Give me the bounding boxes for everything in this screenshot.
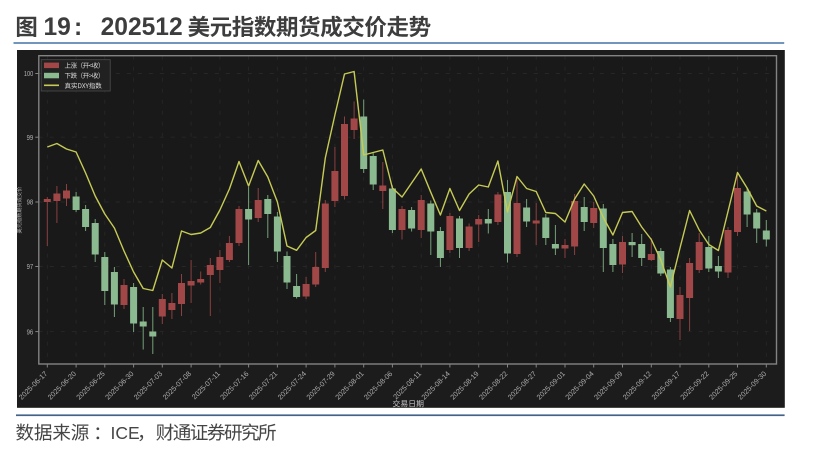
svg-text:ICE: ICE (111, 423, 140, 443)
svg-text:98: 98 (27, 198, 34, 207)
svg-text:99: 99 (27, 133, 34, 142)
svg-text:100: 100 (24, 69, 33, 78)
svg-text::: : (74, 14, 82, 41)
svg-text:96: 96 (27, 327, 34, 336)
svg-text:19: 19 (44, 14, 71, 41)
svg-text:97: 97 (27, 262, 34, 271)
svg-text:202512: 202512 (101, 14, 183, 41)
